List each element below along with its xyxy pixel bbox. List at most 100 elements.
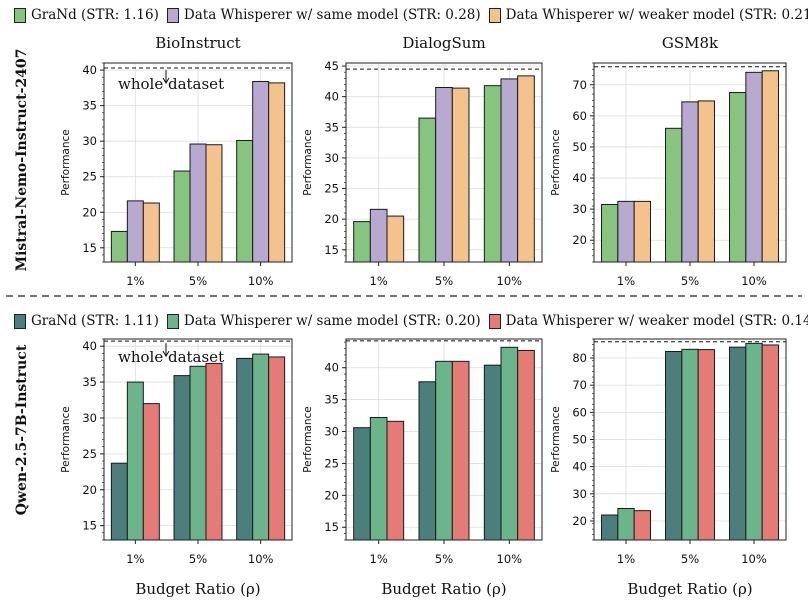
y-axis-label: Performance: [60, 406, 72, 473]
arrow-head: [162, 350, 170, 358]
x-tick-label: 10%: [741, 552, 767, 566]
legend-swatch: [14, 313, 26, 329]
bar: [353, 221, 371, 263]
bar: [729, 346, 747, 541]
bar: [142, 202, 160, 263]
bar: [110, 462, 128, 541]
legend-swatch: [14, 7, 26, 23]
legend-mistral: GraNd (STR: 1.16) Data Whisperer w/ same …: [14, 4, 808, 26]
y-tick-label: 25: [82, 447, 97, 461]
y-tick-label: 25: [324, 456, 339, 470]
bar: [633, 510, 651, 541]
model-label: Mistral-Nemo-Instruct-2407: [14, 49, 30, 272]
y-tick-label: 20: [324, 212, 339, 226]
y-tick-label: 70: [572, 378, 587, 392]
bar: [110, 230, 128, 263]
y-tick-label: 20: [82, 205, 97, 219]
bar: [369, 208, 388, 263]
y-tick-label: 60: [572, 109, 587, 123]
bar: [697, 100, 715, 263]
y-tick-label: 30: [82, 411, 97, 425]
legend-label: Data Whisperer w/ weaker model (STR: 0.1…: [505, 313, 808, 329]
reference-label: whole dataset: [118, 75, 224, 93]
bar: [173, 170, 191, 263]
x-tick-label: 10%: [497, 552, 523, 566]
bar: [665, 350, 683, 541]
legend-item: GraNd (STR: 1.11): [14, 313, 159, 329]
y-tick-label: 40: [572, 171, 587, 185]
y-tick-label: 30: [572, 487, 587, 501]
x-tick-label: 5%: [189, 274, 207, 288]
y-tick-label: 20: [324, 488, 339, 502]
y-tick-label: 40: [324, 90, 339, 104]
bar: [633, 200, 651, 263]
chart-panel: 20 30 40 50 60 70 80 1% 5% 10% Performance Budget R…: [550, 338, 787, 598]
legend-swatch: [166, 7, 179, 23]
bar: [418, 381, 437, 541]
y-axis-label: Performance: [302, 129, 314, 196]
bar: [500, 346, 519, 541]
legend-label: Data Whisperer w/ same model (STR: 0.28): [183, 7, 481, 23]
bar: [745, 342, 763, 541]
model-label: Qwen-2.5-7B-Instruct: [14, 344, 30, 515]
y-tick-label: 15: [82, 519, 97, 533]
y-tick-label: 35: [324, 393, 339, 407]
y-tick-label: 20: [572, 514, 587, 528]
y-tick-label: 35: [82, 99, 97, 113]
bar: [435, 360, 453, 541]
y-tick-label: 80: [572, 351, 587, 365]
bar: [617, 507, 635, 541]
x-tick-label: 5%: [435, 274, 453, 288]
x-axis-label: Budget Ratio (ρ): [627, 580, 752, 598]
bar: [517, 349, 535, 541]
bar: [205, 144, 223, 263]
bar: [126, 200, 144, 263]
x-tick-label: 10%: [248, 552, 274, 566]
x-tick-label: 1%: [370, 274, 388, 288]
legend-item: Data Whisperer w/ same model (STR: 0.20): [166, 313, 481, 329]
x-axis-label: Budget Ratio (ρ): [135, 580, 260, 598]
bar: [353, 427, 371, 541]
arrow-head: [162, 77, 170, 84]
y-tick-label: 50: [572, 140, 587, 154]
bar: [189, 143, 207, 263]
x-tick-label: 5%: [435, 552, 453, 566]
bar: [189, 365, 207, 541]
legend-label: GraNd (STR: 1.16): [31, 7, 159, 23]
bar: [386, 420, 405, 541]
y-tick-label: 25: [82, 170, 97, 184]
y-tick-label: 40: [82, 63, 97, 77]
bar: [451, 360, 470, 541]
legend-item: GraNd (STR: 1.16): [14, 7, 159, 23]
legend-qwen: GraNd (STR: 1.11) Data Whisperer w/ same …: [14, 310, 808, 332]
legend-item: Data Whisperer w/ same model (STR: 0.28): [166, 7, 481, 23]
bar: [697, 349, 715, 541]
bar: [761, 70, 779, 263]
x-tick-label: 1%: [617, 552, 635, 566]
y-tick-label: 15: [324, 520, 339, 534]
y-tick-label: 50: [572, 433, 587, 447]
bar: [500, 78, 519, 263]
y-tick-label: 20: [82, 483, 97, 497]
bar: [205, 362, 223, 541]
chart-panel: whole dataset 15 20 25 30 35 40 1% 5% 10% Performa…: [60, 34, 293, 288]
x-tick-label: 10%: [741, 274, 767, 288]
bar: [761, 344, 779, 541]
legend-swatch: [166, 313, 179, 329]
legend-label: Data Whisperer w/ weaker model (STR: 0.2…: [505, 7, 808, 23]
bar: [617, 200, 635, 263]
bar: [142, 403, 160, 541]
bar: [252, 80, 270, 263]
y-tick-label: 40: [324, 361, 339, 375]
bar: [236, 357, 254, 541]
y-tick-label: 30: [572, 202, 587, 216]
bar: [681, 348, 699, 541]
x-tick-label: 1%: [617, 274, 635, 288]
chart-panel: 20 30 40 50 60 70 1% 5% 10% Performance GSM8k: [550, 34, 787, 288]
x-tick-label: 5%: [681, 274, 699, 288]
y-tick-label: 20: [572, 233, 587, 247]
bar: [729, 92, 747, 263]
reference-label: whole dataset: [118, 348, 224, 366]
legend-swatch: [488, 7, 501, 23]
